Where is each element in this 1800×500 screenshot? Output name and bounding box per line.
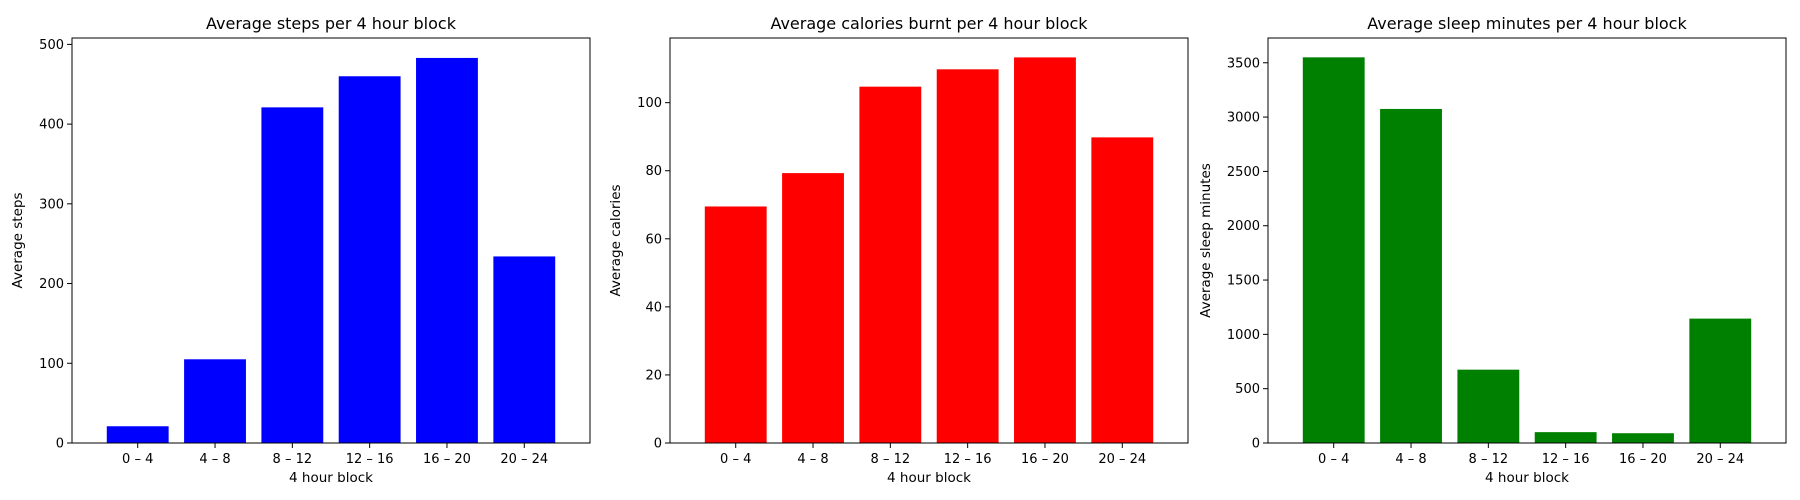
x-tick-label: 8 – 12 (273, 452, 313, 467)
x-tick-label: 4 – 8 (1395, 452, 1426, 467)
bar-3 (859, 86, 922, 444)
x-tick-label: 0 – 4 (720, 452, 751, 467)
y-tick-label: 2500 (1227, 165, 1260, 180)
bar-3 (1457, 369, 1520, 443)
bar-5 (1612, 433, 1674, 443)
y-tick-label: 2000 (1227, 219, 1260, 234)
bar-4 (1534, 432, 1597, 443)
bar-2 (1380, 108, 1442, 443)
y-tick-label: 300 (39, 197, 64, 212)
y-tick-label: 20 (645, 368, 662, 383)
chart-2: 0 – 4 4 – 8 8 – 12 12 – 16 16 – 20 20 – 24 0 20… (608, 14, 1189, 486)
y-tick-label: 60 (645, 232, 662, 247)
plot-frame (1267, 37, 1787, 444)
y-tick-label: 40 (645, 300, 662, 315)
y-tick-label: 100 (39, 357, 64, 372)
chart-title: Average steps per 4 hour block (206, 14, 457, 33)
bar-5 (1014, 57, 1076, 444)
bar-1 (1302, 57, 1365, 444)
bar-1 (704, 206, 767, 443)
x-tick-label: 16 – 20 (1021, 452, 1069, 467)
x-tick-label: 16 – 20 (423, 452, 471, 467)
x-axis-label: 4 hour block (1485, 470, 1569, 486)
x-tick-label: 8 – 12 (871, 452, 911, 467)
plot-frame (669, 37, 1189, 444)
y-tick-label: 1500 (1227, 274, 1260, 289)
y-tick-label: 0 (654, 437, 662, 452)
bar-3 (261, 107, 324, 444)
bar-1 (106, 426, 169, 443)
chart-title: Average sleep minutes per 4 hour block (1367, 14, 1687, 33)
x-tick-label: 8 – 12 (1469, 452, 1509, 467)
bar-4 (338, 76, 401, 444)
x-axis-label: 4 hour block (289, 470, 373, 486)
y-tick-label: 0 (1252, 437, 1260, 452)
x-tick-label: 4 – 8 (199, 452, 230, 467)
x-tick-label: 20 – 24 (1098, 452, 1146, 467)
x-tick-label: 20 – 24 (1696, 452, 1744, 467)
bar-6 (1091, 137, 1154, 443)
y-tick-label: 80 (645, 164, 662, 179)
x-tick-label: 12 – 16 (944, 452, 992, 467)
x-axis-label: 4 hour block (887, 470, 971, 486)
y-tick-label: 200 (39, 277, 64, 292)
y-tick-label: 400 (39, 118, 64, 133)
chart-1: 0 – 4 4 – 8 8 – 12 12 – 16 16 – 20 20 – 24 0 10… (10, 14, 591, 486)
y-tick-label: 0 (56, 437, 64, 452)
bar-6 (1689, 318, 1752, 443)
y-axis-label: Average steps (10, 193, 26, 289)
y-tick-label: 100 (637, 96, 662, 111)
x-tick-label: 4 – 8 (797, 452, 828, 467)
x-tick-label: 0 – 4 (1318, 452, 1349, 467)
bar-4 (936, 69, 999, 443)
bar-5 (416, 57, 478, 444)
x-tick-label: 12 – 16 (1542, 452, 1590, 467)
chart-3: 0 – 4 4 – 8 8 – 12 12 – 16 16 – 20 20 – 24 0 50… (1198, 14, 1787, 486)
bar-2 (782, 173, 844, 444)
chart-title: Average calories burnt per 4 hour block (770, 14, 1088, 33)
y-tick-label: 500 (39, 38, 64, 53)
y-tick-label: 500 (1235, 382, 1260, 397)
y-axis-label: Average calories (608, 184, 624, 296)
x-tick-label: 0 – 4 (122, 452, 153, 467)
x-tick-label: 12 – 16 (346, 452, 394, 467)
x-tick-label: 20 – 24 (500, 452, 548, 467)
bar-6 (493, 256, 556, 443)
y-tick-label: 1000 (1227, 328, 1260, 343)
y-axis-label: Average sleep minutes (1198, 163, 1214, 318)
plot-frame (71, 37, 591, 444)
bar-2 (184, 359, 246, 443)
y-tick-label: 3000 (1227, 111, 1260, 126)
y-tick-label: 3500 (1227, 56, 1260, 71)
x-tick-label: 16 – 20 (1619, 452, 1667, 467)
